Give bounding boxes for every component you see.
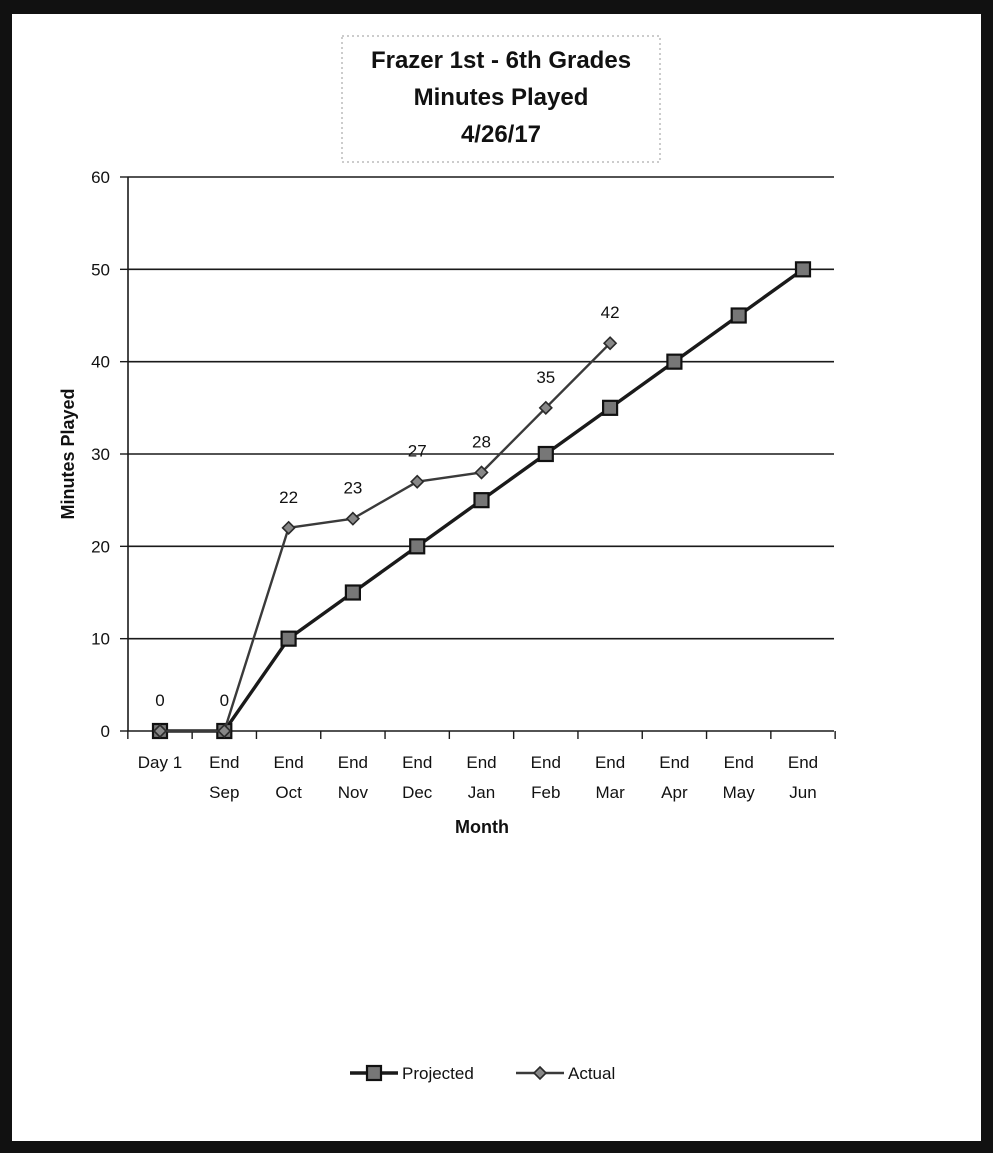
point-projected	[537, 445, 554, 463]
x-tick-label: End	[788, 753, 818, 772]
legend-marker-actual	[532, 1065, 548, 1081]
point-actual	[281, 520, 296, 535]
data-label-actual: 28	[472, 432, 491, 451]
x-tick-label: End	[209, 753, 239, 772]
x-tick-label: Oct	[275, 783, 302, 802]
x-tick-label: End	[531, 753, 561, 772]
x-tick-label: Sep	[209, 783, 239, 802]
chart-title-line-2: Minutes Played	[414, 84, 589, 111]
point-projected	[473, 492, 490, 509]
data-label-actual: 23	[343, 479, 362, 498]
data-label-actual: 27	[408, 442, 427, 461]
point-projected	[601, 399, 619, 416]
x-tick-label: End	[402, 753, 432, 772]
y-tick-label: 60	[91, 168, 110, 187]
data-label-actual: 42	[601, 303, 620, 322]
point-actual	[345, 511, 361, 526]
legend-marker-projected	[365, 1064, 383, 1082]
legend-label-projected: Projected	[402, 1064, 474, 1083]
x-tick-label: Apr	[661, 783, 688, 802]
x-axis-title: Month	[455, 817, 509, 837]
point-actual	[410, 474, 425, 489]
point-projected	[280, 630, 297, 647]
point-actual	[538, 400, 553, 415]
point-projected	[344, 584, 361, 601]
series-line-actual	[160, 342, 611, 733]
x-tick-label: End	[466, 753, 496, 772]
x-tick-label: End	[338, 753, 368, 772]
x-tick-label: May	[723, 783, 756, 802]
data-label-actual: 22	[279, 488, 298, 507]
x-tick-label: Jun	[789, 783, 816, 802]
chart-title-line-1: Frazer 1st - 6th Grades	[371, 47, 631, 74]
point-projected	[409, 538, 426, 555]
x-tick-label: End	[724, 753, 754, 772]
chart-title-line-3: 4/26/17	[461, 121, 541, 148]
x-tick-label: Day 1	[138, 753, 182, 772]
y-tick-label: 0	[101, 722, 110, 741]
y-tick-label: 20	[91, 537, 110, 556]
legend-label-actual: Actual	[568, 1064, 615, 1083]
x-tick-label: Feb	[531, 783, 560, 802]
point-actual	[602, 336, 618, 351]
data-label-actual: 35	[536, 368, 555, 387]
y-axis-title: Minutes Played	[58, 388, 78, 519]
y-tick-label: 40	[91, 353, 110, 372]
y-tick-label: 10	[91, 630, 110, 649]
data-label-actual: 0	[220, 691, 229, 710]
chart-title-box	[341, 35, 661, 163]
point-projected	[730, 307, 747, 324]
point-projected	[666, 353, 683, 370]
x-tick-label: End	[659, 753, 689, 772]
point-actual	[217, 723, 232, 739]
point-actual	[152, 723, 168, 739]
x-tick-label: Nov	[338, 783, 369, 802]
point-actual	[474, 465, 489, 480]
x-tick-label: Jan	[468, 783, 495, 802]
point-projected	[794, 261, 812, 278]
x-tick-label: Mar	[595, 783, 625, 802]
y-tick-label: 50	[91, 260, 110, 279]
x-tick-label: End	[595, 753, 625, 772]
x-tick-label: End	[273, 753, 303, 772]
x-tick-label: Dec	[402, 783, 433, 802]
y-tick-label: 30	[91, 445, 110, 464]
data-label-actual: 0	[155, 691, 164, 710]
